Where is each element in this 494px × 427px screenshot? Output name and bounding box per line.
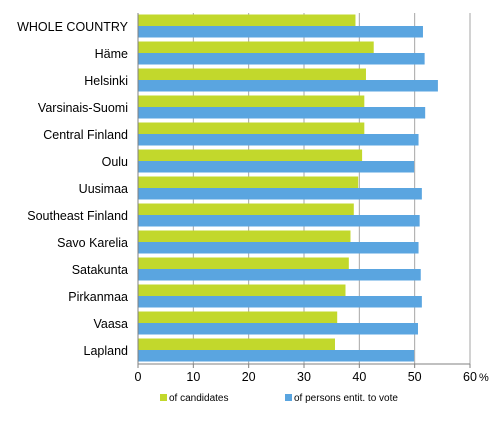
bar-voters-0	[138, 26, 423, 38]
bar-candidates-5	[138, 149, 363, 161]
bar-voters-4	[138, 134, 419, 146]
bar-candidates-8	[138, 230, 351, 242]
bar-candidates-7	[138, 203, 354, 215]
category-label-4: Central Finland	[43, 128, 128, 142]
bar-voters-8	[138, 242, 419, 254]
category-label-12: Lapland	[84, 344, 129, 358]
bar-candidates-0	[138, 14, 356, 26]
bar-candidates-3	[138, 95, 365, 107]
bar-candidates-9	[138, 257, 349, 269]
category-label-10: Pirkanmaa	[68, 290, 128, 304]
bar-candidates-12	[138, 338, 335, 350]
bar-candidates-11	[138, 311, 338, 323]
legend: of candidates of persons entit. to vote	[160, 393, 398, 404]
bar-candidates-4	[138, 122, 365, 134]
legend-label-voters: of persons entit. to vote	[294, 393, 398, 404]
category-label-7: Southeast Finland	[27, 209, 128, 223]
bar-candidates-10	[138, 284, 346, 296]
bar-voters-3	[138, 107, 426, 119]
bar-voters-5	[138, 161, 415, 173]
category-label-2: Helsinki	[84, 74, 128, 88]
category-label-3: Varsinais-Suomi	[38, 101, 128, 115]
x-tick-label-30: 30	[297, 370, 311, 384]
legend-label-candidates: of candidates	[169, 393, 229, 404]
category-label-9: Satakunta	[72, 263, 128, 277]
x-tick-label-10: 10	[186, 370, 200, 384]
category-label-8: Savo Karelia	[57, 236, 128, 250]
bar-voters-6	[138, 188, 422, 200]
category-label-1: Häme	[95, 47, 128, 61]
bar-voters-12	[138, 350, 415, 362]
category-label-0: WHOLE COUNTRY	[17, 20, 129, 34]
bars	[138, 14, 438, 362]
legend-swatch-candidates	[160, 394, 167, 401]
bar-voters-9	[138, 269, 421, 281]
bar-voters-10	[138, 296, 422, 308]
x-axis-unit: %	[479, 372, 489, 384]
x-tick-label-60: 60	[463, 370, 477, 384]
bar-voters-11	[138, 323, 418, 335]
bar-candidates-2	[138, 68, 366, 80]
axes: WHOLE COUNTRY Häme Helsinki Varsinais-Suomi…	[17, 13, 489, 384]
category-label-11: Vaasa	[93, 317, 128, 331]
bar-candidates-1	[138, 41, 374, 53]
bar-voters-2	[138, 80, 438, 92]
bar-voters-7	[138, 215, 420, 227]
bar-candidates-6	[138, 176, 359, 188]
category-label-6: Uusimaa	[79, 182, 128, 196]
bar-voters-1	[138, 53, 425, 65]
category-label-5: Oulu	[102, 155, 128, 169]
x-tick-label-40: 40	[352, 370, 366, 384]
x-tick-label-50: 50	[408, 370, 422, 384]
legend-swatch-voters	[285, 394, 292, 401]
x-tick-label-20: 20	[242, 370, 256, 384]
x-tick-label-0: 0	[135, 370, 142, 384]
